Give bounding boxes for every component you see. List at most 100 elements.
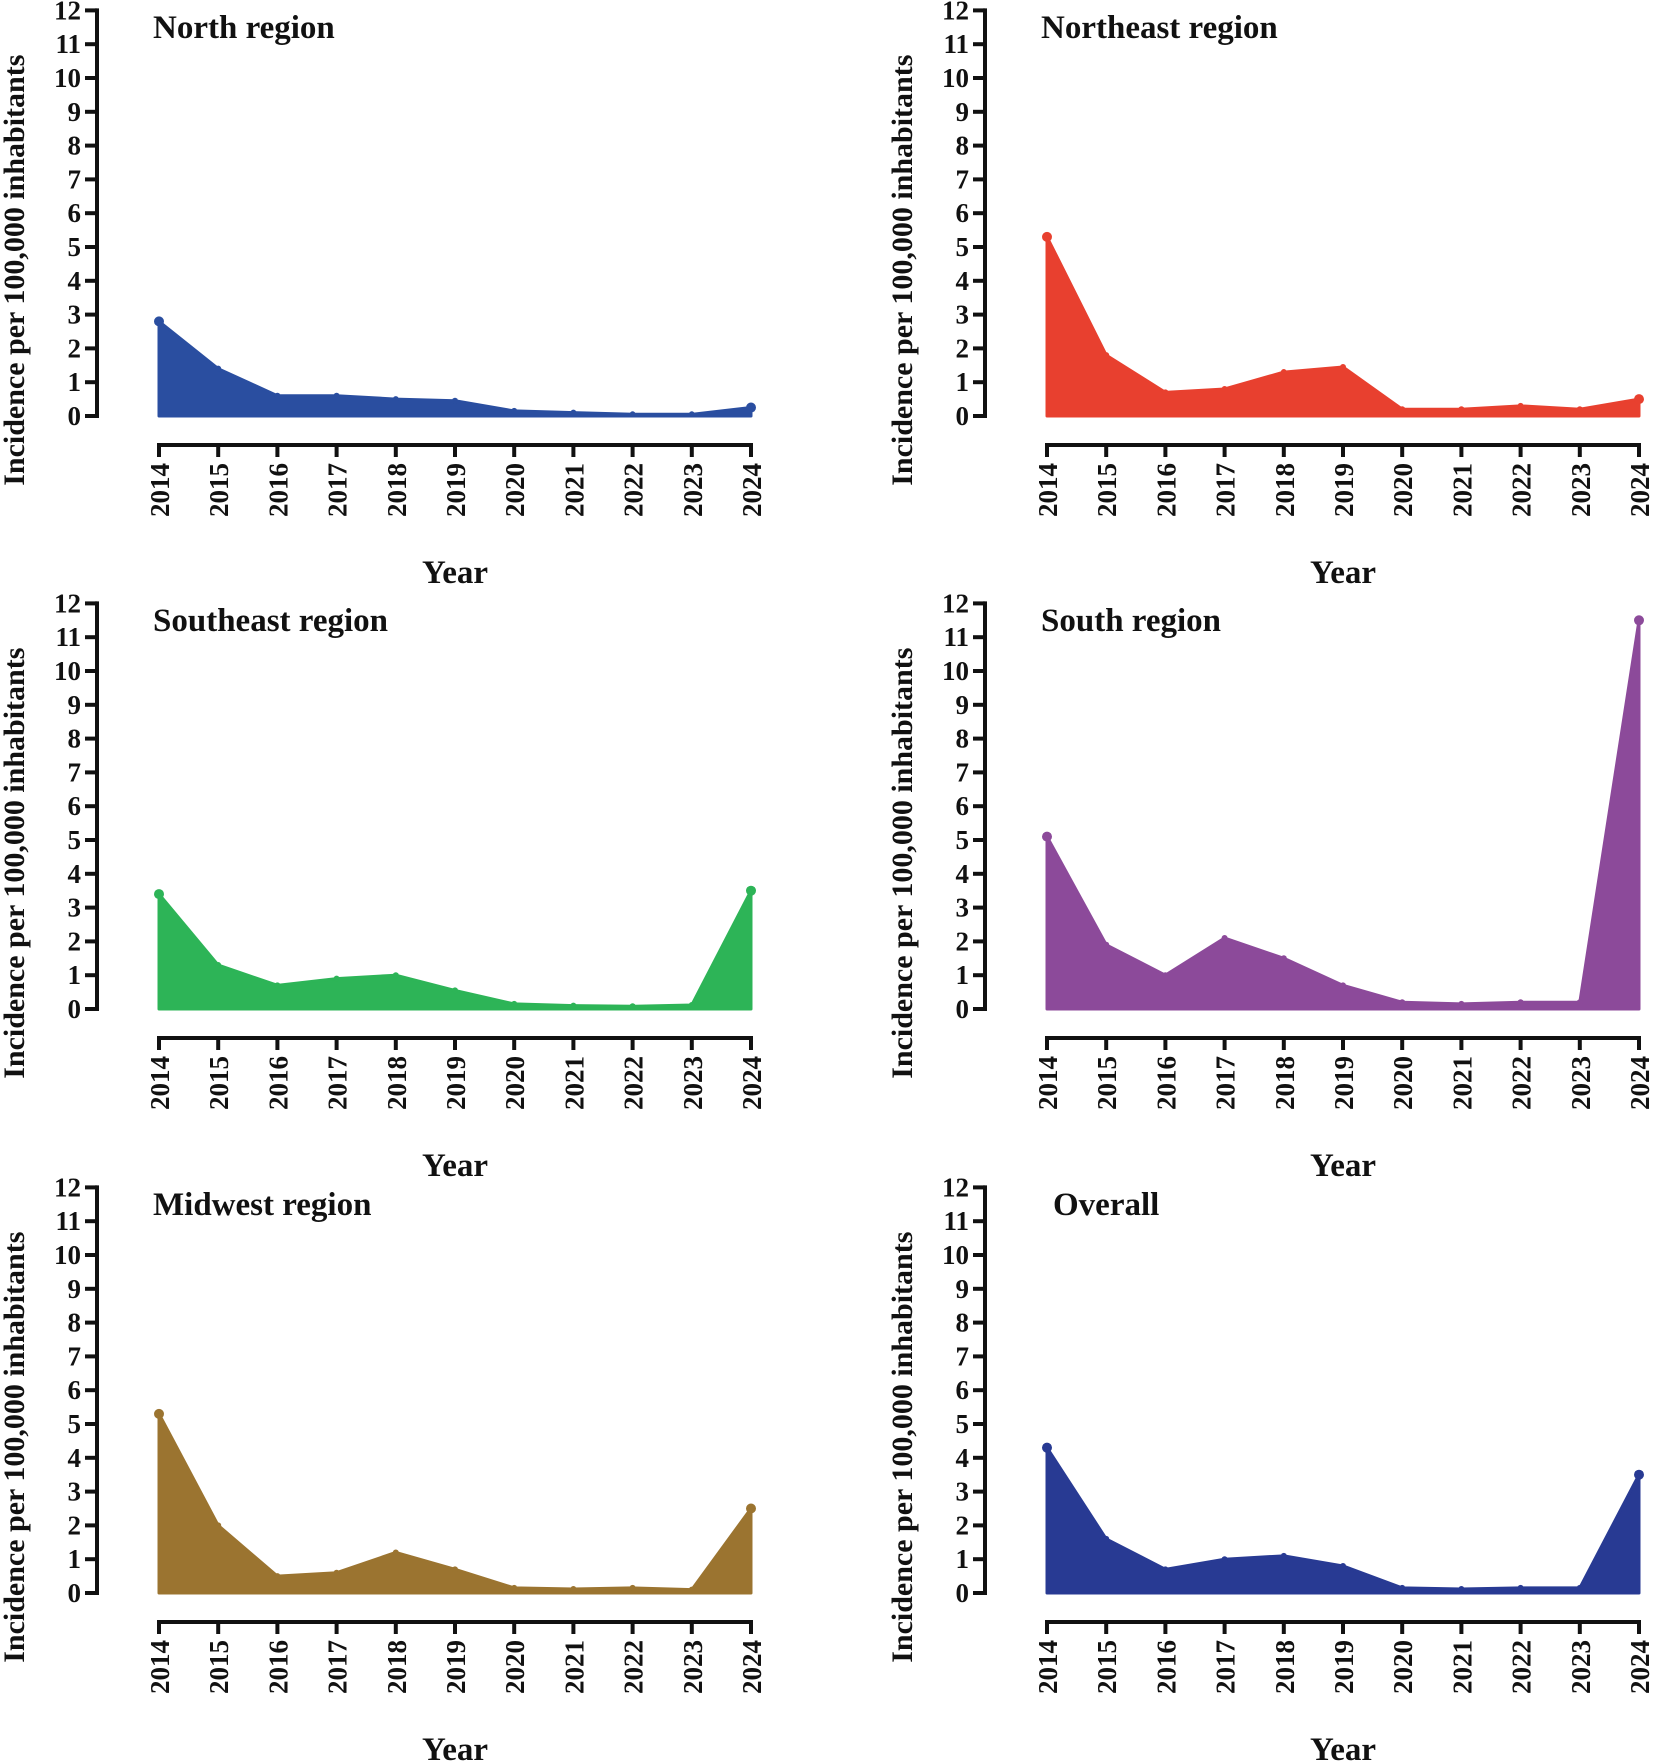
x-axis-title: Year <box>1310 1732 1376 1762</box>
x-tick-label: 2023 <box>1566 1056 1596 1110</box>
data-point <box>392 1549 399 1556</box>
data-point <box>688 1001 695 1008</box>
x-tick-label: 2020 <box>500 1640 530 1694</box>
y-tick-label: 6 <box>68 198 82 228</box>
y-tick-label: 9 <box>956 690 970 720</box>
y-axis-title: Incidence per 100,000 inhabitants <box>0 55 31 486</box>
x-tick-label: 2015 <box>1092 1640 1122 1694</box>
x-tick-label: 2018 <box>382 1056 412 1110</box>
x-tick-label: 2016 <box>1151 1640 1181 1694</box>
data-point <box>1280 955 1287 962</box>
y-tick-label: 4 <box>956 859 970 889</box>
data-point <box>1399 999 1406 1006</box>
x-tick-label: 2022 <box>619 463 649 517</box>
y-axis-title: Incidence per 100,000 inhabitants <box>0 1232 31 1663</box>
y-axis-title: Incidence per 100,000 inhabitants <box>886 1232 919 1663</box>
y-tick-label: 0 <box>956 1578 970 1608</box>
y-tick-label: 1 <box>68 367 82 397</box>
data-point <box>215 365 222 372</box>
y-tick-label: 4 <box>956 266 970 296</box>
x-tick-label: 2023 <box>1566 463 1596 517</box>
series-end-marker <box>1634 1469 1644 1480</box>
y-tick-label: 10 <box>942 1240 969 1270</box>
data-point <box>1280 1552 1287 1559</box>
data-point <box>1458 406 1465 413</box>
x-tick-label: 2022 <box>619 1056 649 1110</box>
y-tick-label: 8 <box>68 1308 82 1338</box>
data-point <box>1399 406 1406 413</box>
y-tick-label: 7 <box>68 1341 82 1371</box>
data-point <box>629 1003 636 1010</box>
x-tick-label: 2024 <box>1625 1640 1654 1694</box>
y-axis-title: Incidence per 100,000 inhabitants <box>0 648 31 1079</box>
data-point <box>1340 982 1346 989</box>
y-tick-label: 7 <box>956 1341 970 1371</box>
y-tick-label: 9 <box>68 690 82 720</box>
data-point <box>511 1584 518 1591</box>
x-tick-label: 2023 <box>678 463 708 517</box>
series-end-marker <box>746 402 756 413</box>
series-end-marker <box>1634 394 1644 405</box>
data-point <box>215 1522 222 1529</box>
y-tick-label: 11 <box>943 1206 969 1236</box>
data-point <box>1103 941 1110 948</box>
x-tick-label: 2022 <box>619 1640 649 1694</box>
y-tick-label: 1 <box>956 367 970 397</box>
x-tick-label: 2014 <box>1033 463 1063 517</box>
series-start-marker <box>1042 1442 1052 1453</box>
data-point <box>629 411 636 418</box>
x-tick-label: 2021 <box>559 1640 589 1694</box>
data-point <box>1221 385 1228 392</box>
data-point <box>392 972 399 979</box>
y-tick-label: 10 <box>942 656 969 686</box>
y-tick-label: 2 <box>956 1510 970 1540</box>
y-tick-label: 10 <box>54 1240 81 1270</box>
y-tick-label: 9 <box>956 97 970 127</box>
y-tick-label: 0 <box>956 994 970 1024</box>
y-tick-label: 5 <box>956 1409 970 1439</box>
data-point <box>333 1569 340 1576</box>
x-tick-label: 2016 <box>1151 1056 1181 1110</box>
y-tick-label: 0 <box>68 994 82 1024</box>
y-tick-label: 10 <box>54 63 81 93</box>
data-point <box>1458 1000 1465 1007</box>
y-tick-label: 9 <box>68 97 82 127</box>
y-tick-label: 3 <box>956 300 970 330</box>
y-tick-label: 6 <box>956 1375 970 1405</box>
x-axis-title: Year <box>1310 1148 1376 1184</box>
x-tick-label: 2021 <box>559 463 589 517</box>
y-tick-label: 12 <box>54 1172 81 1202</box>
x-tick-label: 2017 <box>323 1056 353 1110</box>
y-tick-label: 4 <box>68 1443 82 1473</box>
y-tick-label: 6 <box>956 791 970 821</box>
data-point <box>274 392 281 399</box>
y-tick-label: 3 <box>68 1477 82 1507</box>
x-tick-label: 2019 <box>441 463 471 517</box>
x-tick-label: 2015 <box>204 1056 234 1110</box>
x-tick-label: 2017 <box>323 1640 353 1694</box>
x-axis-title: Year <box>422 1732 488 1762</box>
area-series <box>157 889 753 1011</box>
data-point <box>1576 1584 1583 1591</box>
x-tick-label: 2016 <box>263 1056 293 1110</box>
x-tick-label: 2020 <box>1388 1640 1418 1694</box>
x-tick-label: 2021 <box>1447 1640 1477 1694</box>
x-tick-label: 2019 <box>1329 463 1359 517</box>
x-tick-label: 2018 <box>1270 1640 1300 1694</box>
x-tick-label: 2016 <box>1151 463 1181 517</box>
y-tick-label: 11 <box>55 1206 81 1236</box>
y-tick-label: 3 <box>956 1477 970 1507</box>
y-tick-label: 8 <box>956 1308 970 1338</box>
data-point <box>1517 1584 1524 1591</box>
data-point <box>511 407 518 414</box>
x-tick-label: 2020 <box>1388 463 1418 517</box>
y-tick-label: 12 <box>942 0 969 25</box>
y-tick-label: 1 <box>68 1544 82 1574</box>
data-point <box>452 987 458 994</box>
data-point <box>215 962 222 969</box>
data-point <box>1103 1535 1110 1542</box>
x-tick-label: 2018 <box>382 463 412 517</box>
